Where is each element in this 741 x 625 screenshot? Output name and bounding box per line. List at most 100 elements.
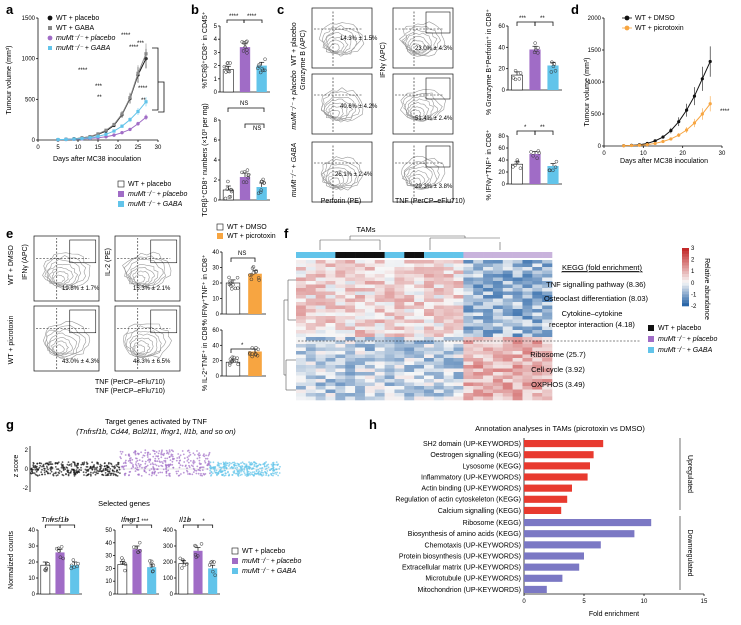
g-strip-point-1-107	[171, 460, 174, 463]
h-category-label-3: Inflammatory (UP-KEYWORDS)	[421, 474, 521, 481]
f-cell-38-5	[345, 393, 356, 397]
e-bot-dot-0-3	[228, 361, 232, 365]
e-right-1-contour-5	[124, 325, 167, 358]
g2-ytick-label-1: 100	[163, 576, 174, 582]
g-strip-tick-1: 0	[25, 467, 29, 473]
f-cell-5-21	[502, 277, 513, 282]
sig-a-1: ****	[121, 33, 131, 39]
g-strip-point-2-313	[230, 462, 233, 465]
g-strip-point-2-144	[253, 473, 256, 475]
f-cell-14-0	[296, 309, 307, 313]
f-cell-27-2	[315, 354, 326, 359]
f-cell-4-1	[305, 274, 316, 278]
f-cell-22-24	[532, 337, 543, 341]
f-cell-11-1	[305, 298, 316, 303]
panel-e-pct-r2: 48.3% ± 6.5%	[133, 359, 171, 365]
f-cell-23-25	[542, 340, 553, 345]
f-cell-11-5	[345, 298, 356, 303]
f-cell-5-4	[335, 277, 346, 282]
f-cell-7-22	[512, 284, 523, 289]
f-cell-31-9	[384, 368, 395, 373]
f-cell-9-10	[394, 291, 405, 296]
f-cell-34-15	[443, 379, 454, 383]
f-cell-4-8	[374, 274, 385, 278]
legend-box-label-3: muMt⁻/⁻ + GABA	[128, 201, 183, 208]
g-strip-point-0-102	[70, 470, 72, 473]
f-cell-38-9	[384, 393, 395, 397]
g-strip-point-1-311	[123, 473, 126, 475]
legend-a-marker-2	[48, 26, 52, 30]
f-cell-38-2	[315, 393, 326, 397]
f-cell-8-9	[384, 288, 395, 292]
f-cell-6-11	[404, 281, 415, 285]
f-cell-27-11	[404, 354, 415, 359]
c-bot-bar-0	[511, 163, 523, 185]
d-ytick-label-1: 500	[591, 112, 602, 118]
f-cell-7-4	[335, 284, 346, 289]
g-strip-point-0-263	[47, 472, 49, 475]
f-cell-8-12	[414, 288, 425, 292]
f-cell-31-16	[453, 368, 464, 373]
f-cell-29-0	[296, 361, 307, 366]
f-annot-8	[374, 252, 385, 258]
f-cell-21-7	[364, 333, 376, 338]
f-cell-10-25	[542, 295, 553, 299]
f-cell-28-4	[335, 358, 346, 362]
f-cell-20-23	[522, 330, 533, 334]
f-cell-8-13	[424, 288, 435, 292]
g-strip-point-0-300	[36, 462, 39, 465]
f-cell-12-17	[463, 302, 474, 306]
g-strip-point-2-315	[260, 467, 263, 470]
g-strip-point-0-299	[70, 465, 73, 467]
f-cell-20-3	[325, 330, 336, 334]
g-strip-point-1-250	[202, 466, 205, 469]
f-cell-24-7	[364, 344, 376, 348]
g2-dot-0-3	[180, 566, 184, 570]
f-cell-13-14	[433, 305, 444, 310]
f-cell-26-14	[433, 351, 444, 355]
g-strip-point-0-297	[57, 468, 60, 471]
g-strip-point-0-279	[107, 470, 110, 473]
f-cell-26-22	[512, 351, 523, 355]
e-bot-ytick-label-2: 40	[212, 343, 219, 349]
f-cell-34-16	[453, 379, 464, 383]
f-colorbar-step-6	[682, 265, 689, 269]
f-cell-30-7	[364, 365, 376, 369]
c-bot-dot-1-4	[537, 151, 541, 155]
f-cell-3-20	[492, 270, 504, 275]
f-cell-22-22	[512, 337, 523, 341]
g-strip-point-0-136	[53, 472, 55, 475]
g1-dot-1-2	[134, 546, 139, 550]
g-strip-point-1-239	[180, 473, 182, 475]
g-strip-point-1-84	[208, 451, 211, 454]
f-cell-29-21	[502, 361, 513, 366]
g-strip-point-0-231	[43, 471, 46, 474]
g-strip-tick-2: -2	[23, 486, 29, 492]
f-cell-23-22	[512, 340, 523, 345]
g-strip-point-1-288	[122, 465, 124, 468]
f-cell-15-7	[364, 312, 376, 317]
g-strip-point-1-238	[192, 462, 195, 465]
f-cell-23-7	[364, 340, 376, 345]
g-strip-point-1-242	[186, 469, 188, 472]
f-cell-20-19	[483, 330, 494, 334]
f-cell-37-2	[315, 389, 326, 394]
g-strip-point-1-203	[163, 460, 166, 462]
f-cell-0-1	[305, 260, 316, 264]
f-cell-26-16	[453, 351, 464, 355]
g0-dot-1-0	[61, 556, 65, 561]
g-strip-point-2-266	[249, 466, 252, 469]
g-strip-point-2-311	[246, 474, 249, 477]
g-strip-point-2-227	[225, 464, 228, 467]
g-strip-point-2-228	[271, 465, 274, 467]
f-cell-3-24	[532, 270, 543, 275]
e-right-0-contour-2	[129, 267, 155, 286]
f-cell-29-7	[364, 361, 376, 366]
f-cell-36-0	[296, 386, 307, 390]
g-strip-point-0-130	[103, 462, 106, 465]
g-strip-point-2-232	[267, 474, 270, 476]
f-cell-26-10	[394, 351, 405, 355]
f-cell-10-14	[433, 295, 444, 299]
c-right-2-contour-6	[401, 155, 446, 190]
